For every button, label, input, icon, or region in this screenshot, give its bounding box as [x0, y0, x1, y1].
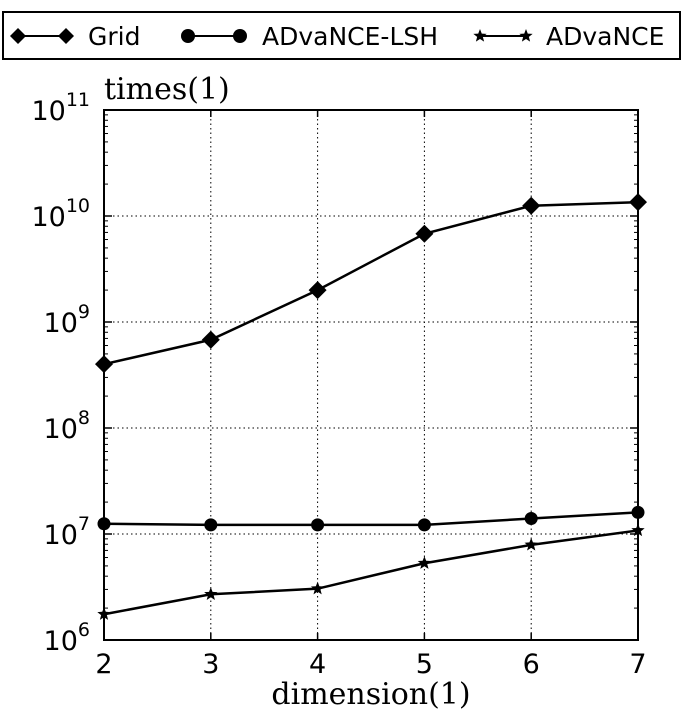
- x-axis-ticks: 2 3 4 5 6 7: [95, 110, 647, 680]
- series-line-grid: [103, 200, 639, 366]
- data-point-grid: [201, 330, 220, 349]
- y-tick-exponent: 9: [78, 301, 90, 323]
- y-tick-base: 10: [31, 96, 65, 127]
- y-tick-label: 1011: [31, 89, 90, 127]
- legend-label-advance-lsh: ADvaNCE-LSH: [262, 22, 438, 51]
- legend-label-grid: Grid: [88, 22, 140, 51]
- series-line-advance: [103, 529, 639, 616]
- y-tick-label: 1010: [31, 195, 90, 233]
- x-tick-label: 5: [416, 649, 433, 680]
- series-line-advance-lsh: [103, 511, 639, 527]
- legend-label-advance: ADvaNCE: [546, 22, 664, 51]
- legend-item-grid: Grid: [10, 22, 140, 51]
- data-point-advance-lsh: [204, 518, 218, 532]
- legend-star-marker-left: [473, 29, 487, 42]
- data-point-advance: [204, 587, 218, 600]
- y-axis-label: times(1): [104, 72, 230, 107]
- legend-item-advance-lsh: ADvaNCE-LSH: [181, 22, 438, 51]
- y-tick-label: 109: [44, 301, 90, 339]
- y-tick-label: 108: [44, 407, 90, 445]
- x-tick-label: 6: [523, 649, 540, 680]
- y-tick-exponent: 11: [66, 89, 90, 111]
- legend-circle-marker-left: [181, 29, 195, 43]
- x-axis-label: dimension(1): [271, 677, 470, 712]
- y-tick-base: 10: [31, 202, 65, 233]
- y-tick-exponent: 10: [66, 195, 90, 217]
- series-lines: [103, 200, 639, 616]
- y-tick-label-text: 107: [44, 513, 90, 551]
- y-tick-base: 10: [44, 520, 78, 551]
- legend: Grid ADvaNCE-LSH ADvaNCE: [2, 11, 681, 60]
- x-tick-label: 4: [309, 649, 326, 680]
- y-tick-base: 10: [44, 308, 78, 339]
- star-shape: [473, 29, 487, 42]
- data-point-advance: [310, 581, 325, 595]
- y-tick-label: 107: [44, 513, 90, 551]
- y-tick-label-text: 1011: [31, 89, 90, 127]
- data-point-advance: [417, 556, 432, 569]
- y-tick-base: 10: [44, 414, 78, 445]
- legend-star-marker-right: [519, 29, 533, 42]
- y-tick-label: 106: [44, 619, 90, 657]
- data-point-grid: [415, 224, 434, 243]
- data-point-advance-lsh: [524, 512, 538, 526]
- data-point-grid: [308, 281, 327, 300]
- gridlines: [104, 110, 638, 640]
- star-shape: [519, 29, 533, 42]
- x-tick-label: 3: [202, 649, 219, 680]
- y-tick-exponent: 6: [78, 619, 90, 641]
- y-tick-exponent: 8: [78, 407, 90, 429]
- y-tick-exponent: 7: [78, 513, 90, 535]
- y-tick-base: 10: [44, 626, 78, 657]
- y-tick-label-text: 109: [44, 301, 90, 339]
- plot-frame: [103, 109, 639, 641]
- y-tick-label-text: 1010: [31, 195, 90, 233]
- legend-frame: [2, 11, 681, 60]
- series-markers: [95, 193, 647, 620]
- legend-diamond-marker-left: [10, 28, 26, 44]
- legend-item-advance: ADvaNCE: [473, 22, 664, 51]
- x-tick-label: 2: [95, 649, 112, 680]
- data-point-advance-lsh: [417, 518, 431, 532]
- x-tick-label: 7: [629, 649, 646, 680]
- data-point-grid: [522, 196, 541, 215]
- data-point-advance-lsh: [311, 518, 325, 532]
- legend-diamond-marker-right: [58, 28, 74, 44]
- legend-circle-marker-right: [233, 29, 247, 43]
- y-tick-label-text: 108: [44, 407, 90, 445]
- y-tick-label-text: 106: [44, 619, 90, 657]
- data-point-advance: [524, 537, 538, 551]
